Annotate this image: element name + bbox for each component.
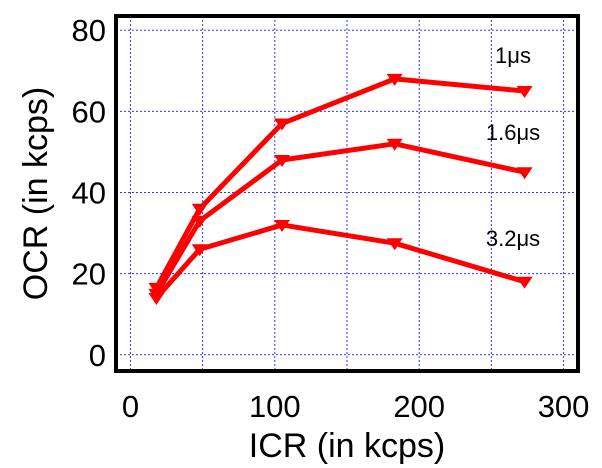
x-axis-title: ICR (in kcps): [249, 427, 445, 465]
series-line: [153, 222, 528, 301]
data-point: [274, 219, 291, 232]
series-line: [153, 76, 528, 291]
y-tick-label: 80: [72, 13, 106, 48]
x-tick-label: 100: [249, 389, 301, 424]
series-label: 3.2μs: [486, 226, 540, 251]
y-tick-label: 60: [72, 94, 106, 129]
data-point: [274, 118, 291, 131]
data-point: [191, 215, 208, 228]
x-tick-label: 200: [393, 389, 445, 424]
grid: [116, 16, 578, 371]
data-point: [191, 244, 208, 257]
data-point: [274, 155, 291, 168]
series-1: 1μs: [148, 43, 533, 295]
series-label: 1μs: [495, 43, 531, 68]
data-point: [386, 138, 403, 151]
plot-frame: [114, 14, 580, 373]
y-tick-label: 40: [72, 175, 106, 210]
x-tick-label: 300: [538, 389, 590, 424]
series-3: 3.2μs: [148, 219, 540, 305]
tick-labels: 0 100 200 300 0 20 40 60 80: [72, 13, 590, 424]
data-point: [386, 238, 403, 251]
data-point: [516, 167, 533, 180]
series-label: 1.6μs: [486, 120, 540, 145]
series-line: [153, 141, 528, 297]
data-point: [516, 86, 533, 99]
y-tick-label: 20: [72, 257, 106, 292]
series-layer: 1μs 1.6μs 3.2μs: [148, 43, 540, 305]
data-point: [191, 203, 208, 216]
x-tick-label: 0: [122, 389, 139, 424]
data-point: [386, 73, 403, 86]
data-point: [516, 276, 533, 289]
data-point: [148, 292, 165, 305]
y-tick-label: 0: [89, 338, 106, 373]
y-axis-title: OCR (in kcps): [17, 87, 55, 300]
